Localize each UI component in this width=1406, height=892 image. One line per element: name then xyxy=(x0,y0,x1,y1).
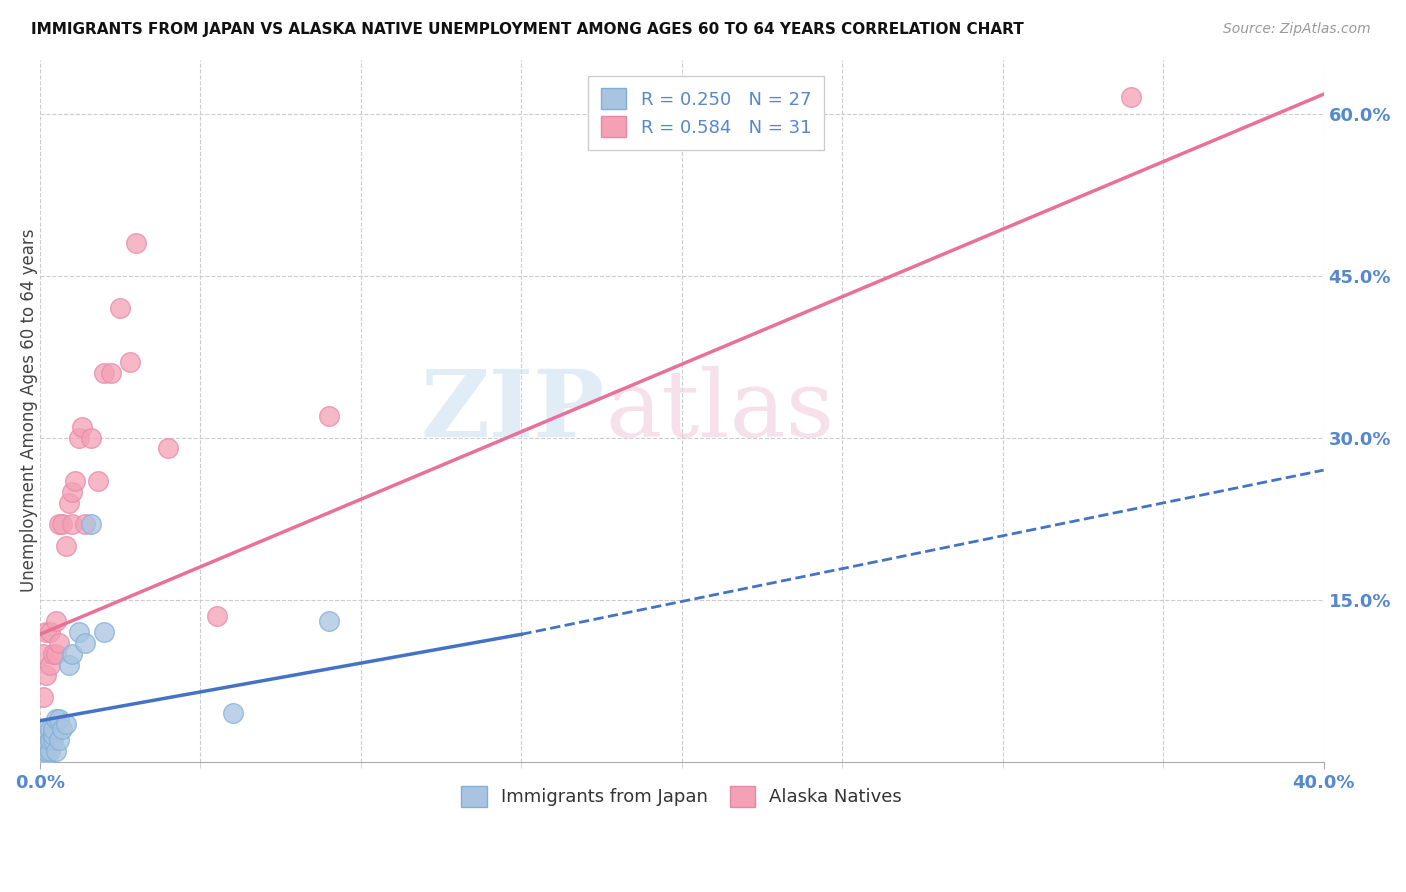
Point xyxy=(32,690,55,704)
Point xyxy=(87,474,110,488)
Point xyxy=(38,744,60,758)
Text: Source: ZipAtlas.com: Source: ZipAtlas.com xyxy=(1223,22,1371,37)
Point xyxy=(65,474,87,488)
Y-axis label: Unemployment Among Ages 60 to 64 years: Unemployment Among Ages 60 to 64 years xyxy=(20,229,38,592)
Point xyxy=(35,668,58,682)
Point xyxy=(60,647,83,661)
Point xyxy=(80,517,103,532)
Point xyxy=(35,749,58,764)
Point xyxy=(73,517,96,532)
Point xyxy=(32,749,55,764)
Point xyxy=(38,723,60,737)
Point xyxy=(55,539,77,553)
Point xyxy=(32,739,55,753)
Point xyxy=(48,733,70,747)
Text: atlas: atlas xyxy=(605,366,834,456)
Point xyxy=(1119,90,1142,104)
Point xyxy=(51,517,73,532)
Point xyxy=(32,647,55,661)
Point xyxy=(45,712,67,726)
Point xyxy=(58,495,80,509)
Point xyxy=(67,625,90,640)
Point xyxy=(93,625,115,640)
Point xyxy=(51,723,73,737)
Point xyxy=(60,517,83,532)
Point xyxy=(48,517,70,532)
Point xyxy=(35,744,58,758)
Point xyxy=(55,717,77,731)
Point xyxy=(32,744,55,758)
Point xyxy=(38,657,60,672)
Point xyxy=(42,733,65,747)
Point xyxy=(35,625,58,640)
Point xyxy=(38,625,60,640)
Point xyxy=(42,723,65,737)
Point xyxy=(125,236,148,251)
Point xyxy=(45,744,67,758)
Point xyxy=(205,609,228,624)
Point xyxy=(67,431,90,445)
Point xyxy=(70,420,93,434)
Point xyxy=(318,615,340,629)
Point xyxy=(157,442,180,456)
Text: IMMIGRANTS FROM JAPAN VS ALASKA NATIVE UNEMPLOYMENT AMONG AGES 60 TO 64 YEARS CO: IMMIGRANTS FROM JAPAN VS ALASKA NATIVE U… xyxy=(31,22,1024,37)
Point xyxy=(35,723,58,737)
Point xyxy=(110,301,132,315)
Point xyxy=(35,733,58,747)
Point xyxy=(45,647,67,661)
Point xyxy=(318,409,340,423)
Point xyxy=(93,366,115,380)
Point xyxy=(80,431,103,445)
Point xyxy=(60,484,83,499)
Point xyxy=(38,733,60,747)
Point xyxy=(100,366,122,380)
Legend: Immigrants from Japan, Alaska Natives: Immigrants from Japan, Alaska Natives xyxy=(453,777,911,816)
Text: ZIP: ZIP xyxy=(420,366,605,456)
Point xyxy=(221,706,243,721)
Point xyxy=(45,615,67,629)
Point xyxy=(48,636,70,650)
Point xyxy=(58,657,80,672)
Point xyxy=(118,355,141,369)
Point xyxy=(48,712,70,726)
Point xyxy=(42,647,65,661)
Point xyxy=(42,728,65,742)
Point xyxy=(73,636,96,650)
